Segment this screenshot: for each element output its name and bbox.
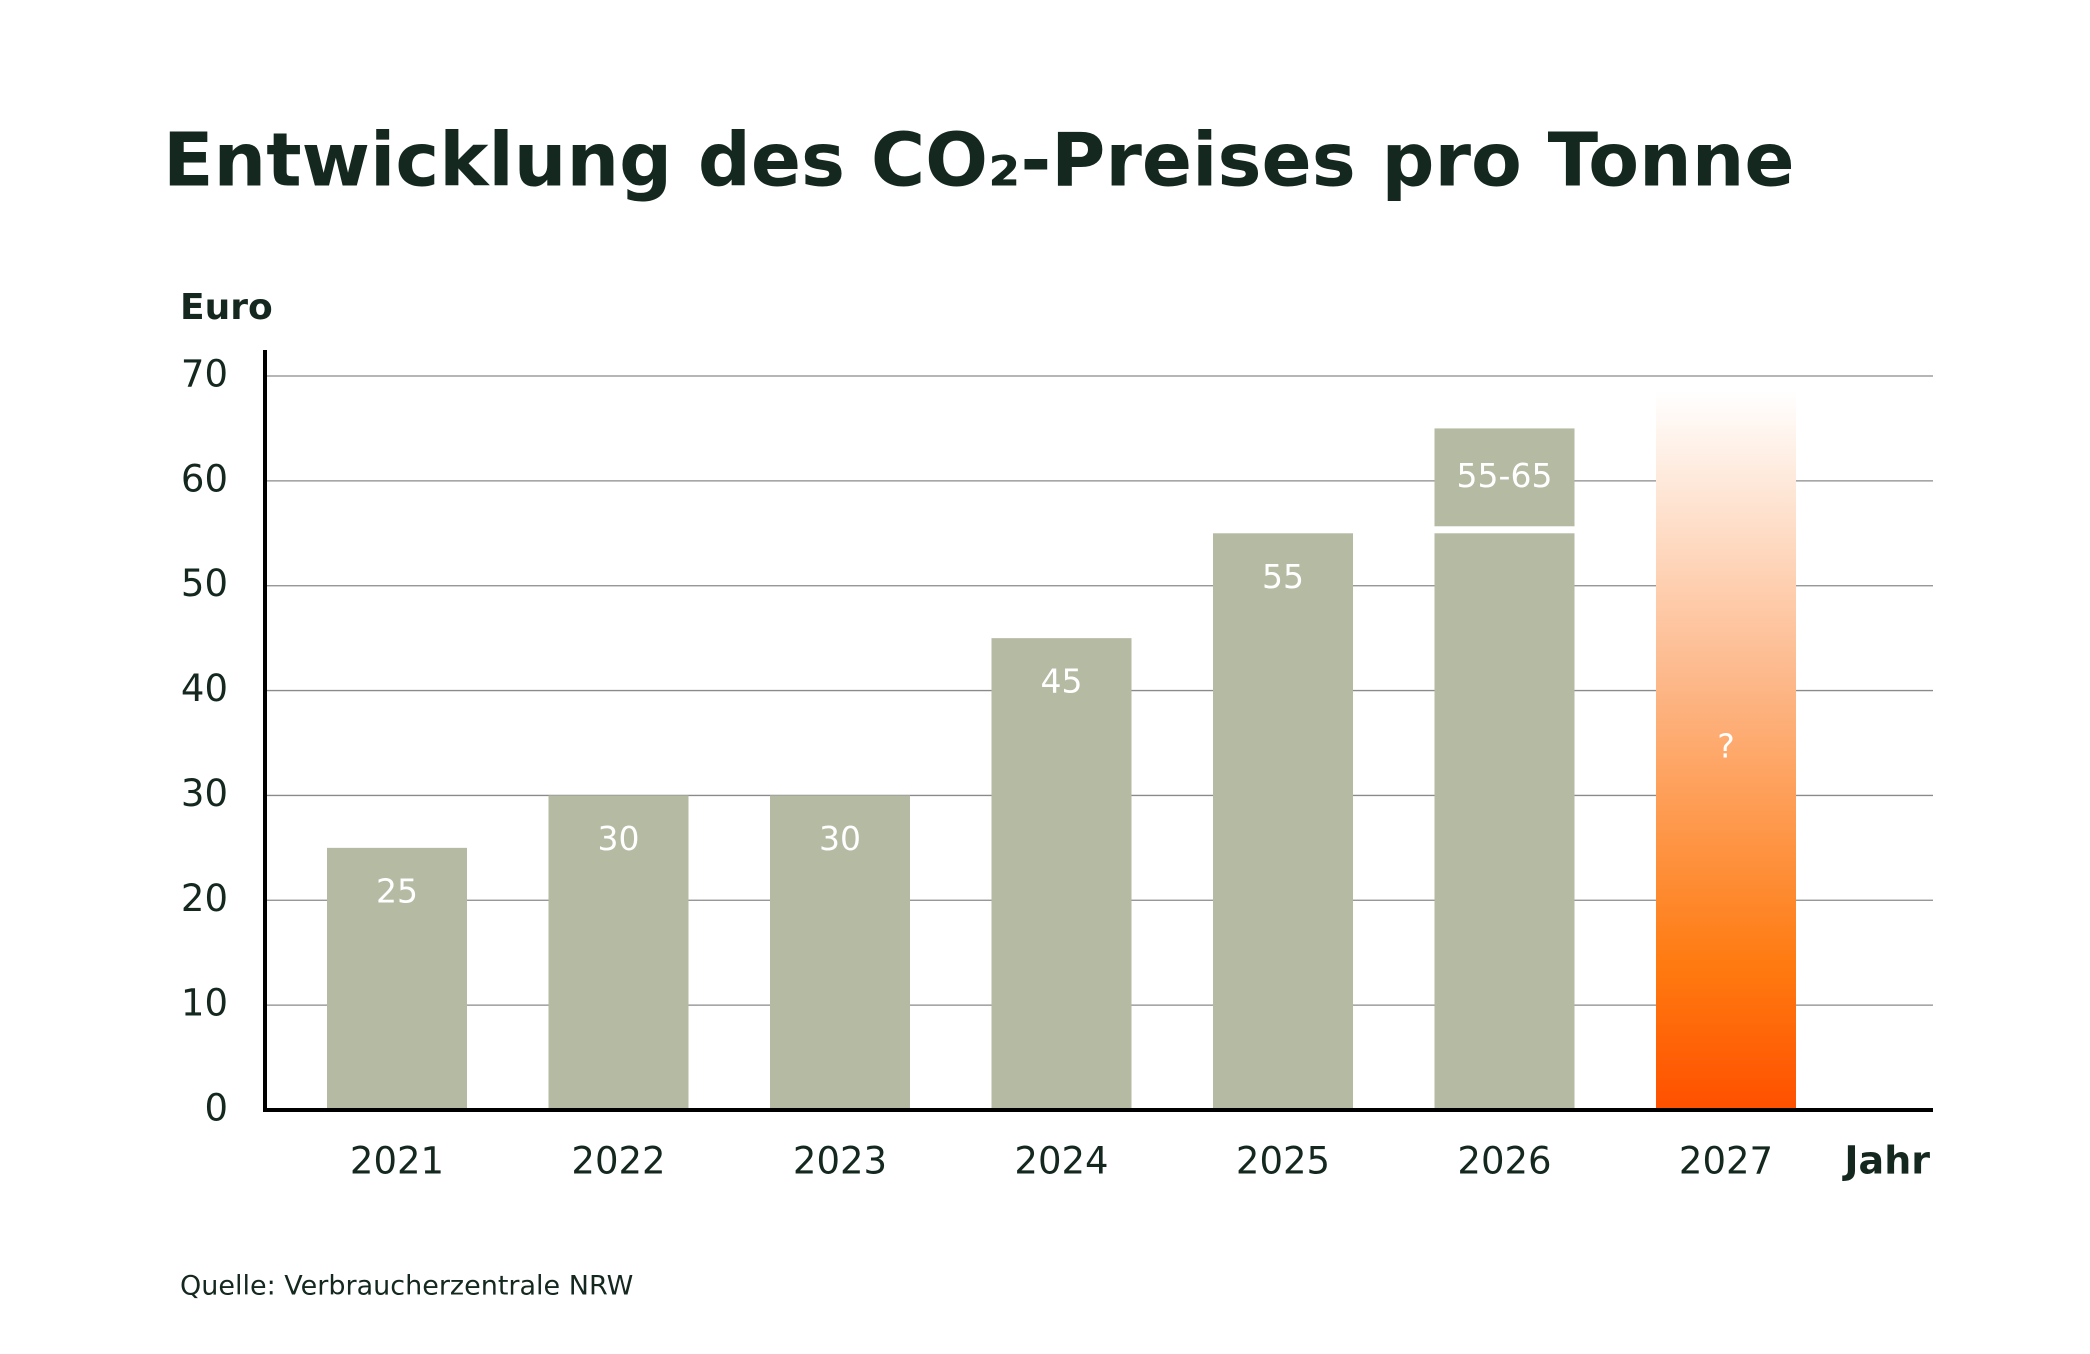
x-tick-label: 2022 — [571, 1140, 665, 1183]
value-label: 45 — [1041, 662, 1083, 701]
x-tick-label: 2021 — [350, 1140, 444, 1183]
x-tick-label: 2027 — [1679, 1140, 1773, 1183]
value-label: 30 — [598, 819, 640, 858]
bar — [1434, 533, 1575, 1110]
y-tick-label: 30 — [181, 772, 228, 815]
y-tick-label: 70 — [181, 353, 228, 396]
bar — [327, 847, 467, 1110]
value-label: 25 — [376, 871, 418, 910]
x-tick-label: 2025 — [1236, 1140, 1330, 1183]
x-axis-label: Jahr — [1841, 1139, 1930, 1183]
bar — [770, 795, 910, 1110]
y-tick-label: 10 — [181, 982, 228, 1025]
y-tick-label: 20 — [181, 877, 228, 920]
y-tick-label: 50 — [181, 562, 228, 605]
y-axis-label: Euro — [180, 287, 273, 328]
range-bar — [1434, 428, 1575, 527]
range-label: 55-65 — [1457, 456, 1553, 495]
x-tick-label: 2024 — [1014, 1140, 1108, 1183]
unknown-bar — [1656, 391, 1796, 1110]
bar — [548, 795, 689, 1110]
value-label: 55 — [1262, 557, 1304, 596]
bar — [991, 638, 1132, 1110]
chart-title: Entwicklung des CO₂-Preises pro Tonne — [163, 118, 1795, 204]
y-tick-label: 60 — [181, 457, 228, 500]
x-tick-label: 2026 — [1457, 1140, 1551, 1183]
y-tick-label: 0 — [204, 1087, 228, 1130]
x-tick-label: 2023 — [793, 1140, 887, 1183]
source: Quelle: Verbraucherzentrale NRW — [180, 1271, 633, 1302]
value-label: ? — [1717, 727, 1735, 766]
bar — [1213, 533, 1353, 1110]
y-tick-label: 40 — [181, 667, 228, 710]
value-label: 30 — [819, 819, 861, 858]
